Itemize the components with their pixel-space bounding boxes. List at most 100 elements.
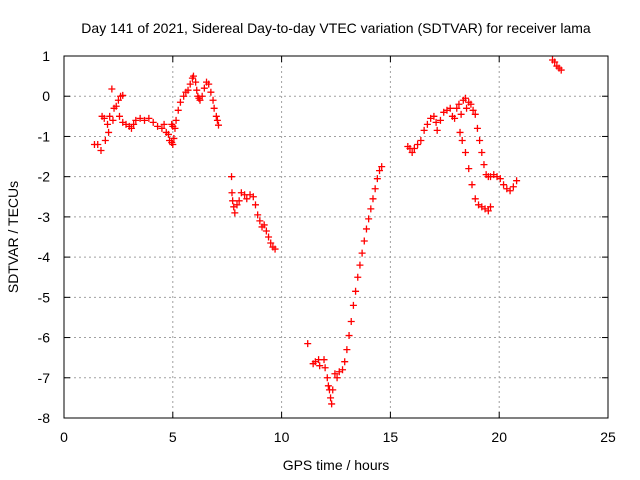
data-point [271,245,279,253]
data-point [467,100,475,108]
data-point [104,120,112,128]
data-point [349,301,357,309]
chart-title: Day 141 of 2021, Sidereal Day-to-day VTE… [81,20,591,36]
data-point [101,136,109,144]
data-point [267,239,275,247]
data-point [410,145,418,153]
data-point [433,126,441,134]
data-point [192,78,200,86]
data-point [509,183,517,191]
data-point [367,205,375,213]
data-point [471,110,479,118]
data-point [231,209,239,217]
data-point [432,118,440,126]
data-point [105,128,113,136]
x-tick-label: 0 [60,429,68,445]
data-point [456,128,464,136]
data-point [333,374,341,382]
data-point [457,110,465,118]
data-point [360,237,368,245]
data-point [265,233,273,241]
data-point [158,124,166,132]
data-point [196,96,204,104]
data-point [260,221,268,229]
x-tick-label: 5 [169,429,177,445]
data-point [228,189,236,197]
data-point [356,261,364,269]
data-point [210,104,218,112]
data-point [249,193,257,201]
data-point [378,163,386,171]
data-point [304,340,312,348]
data-point [262,227,270,235]
data-point [164,130,172,138]
data-point [180,92,188,100]
data-point [500,181,508,189]
data-point [480,161,488,169]
y-tick-label: -4 [38,249,51,265]
data-point [476,136,484,144]
data-point [436,116,444,124]
data-point [423,120,431,128]
data-point [343,346,351,354]
data-point [484,207,492,215]
data-point [469,106,477,114]
data-point [198,92,206,100]
data-point [149,118,157,126]
y-tick-label: -5 [38,289,51,305]
y-tick-label: -8 [38,410,51,426]
data-point [486,203,494,211]
data-point [371,185,379,193]
data-point [189,72,197,80]
data-point [320,356,328,364]
data-point [341,358,349,366]
data-point [327,394,335,402]
data-point [119,91,127,99]
data-point [171,124,179,132]
data-point [193,86,201,94]
data-point [94,140,102,148]
data-point [471,195,479,203]
grid-lines [64,56,608,418]
data-point [145,114,153,122]
data-point [141,116,149,124]
data-point [557,66,565,74]
data-point [408,149,416,157]
data-point [352,287,360,295]
x-tick-label: 15 [383,429,399,445]
data-point [347,317,355,325]
x-tick-label: 10 [274,429,290,445]
data-point [369,195,377,203]
data-point [376,167,384,175]
data-point [463,104,471,112]
axis-ticks: 0 5 10 15 20 25 -8 -7 -6 -5 -4 -3 -2 -1 0 1 [38,48,616,445]
data-point [430,112,438,120]
data-point [200,84,208,92]
data-point [229,197,237,205]
data-point [108,85,116,93]
data-point [455,100,463,108]
y-tick-label: -7 [38,370,51,386]
data-point [154,122,162,130]
x-tick-label: 25 [600,429,616,445]
data-point [354,273,362,281]
data-point [170,134,178,142]
data-point [465,165,473,173]
data-point [339,366,347,374]
data-point [130,120,138,128]
data-points [90,56,565,408]
data-point [478,149,486,157]
data-point [115,112,123,120]
data-point [506,187,514,195]
data-point [345,332,353,340]
data-point [473,124,481,132]
data-point [254,211,262,219]
data-point [451,114,459,122]
data-point [169,140,177,148]
data-point [174,106,182,114]
data-point [213,116,221,124]
data-point [160,120,168,128]
data-point [461,149,469,157]
x-axis-title: GPS time / hours [283,457,390,473]
x-tick-label: 20 [491,429,507,445]
